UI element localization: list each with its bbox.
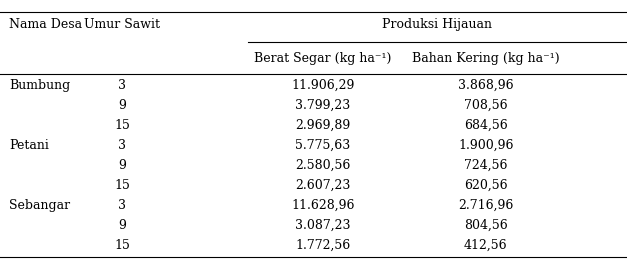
- Text: Bumbung: Bumbung: [9, 79, 71, 92]
- Text: 15: 15: [114, 119, 130, 132]
- Text: 15: 15: [114, 239, 130, 252]
- Text: 11.906,29: 11.906,29: [291, 79, 355, 92]
- Text: Umur Sawit: Umur Sawit: [84, 18, 161, 31]
- Text: 804,56: 804,56: [464, 219, 508, 232]
- Text: 620,56: 620,56: [464, 179, 508, 192]
- Text: 2.607,23: 2.607,23: [295, 179, 350, 192]
- Text: 15: 15: [114, 179, 130, 192]
- Text: 2.580,56: 2.580,56: [295, 159, 350, 172]
- Text: Nama Desa: Nama Desa: [9, 18, 83, 31]
- Text: 412,56: 412,56: [464, 239, 508, 252]
- Text: 3: 3: [119, 139, 126, 152]
- Text: Produksi Hijauan: Produksi Hijauan: [382, 18, 492, 31]
- Text: 9: 9: [119, 159, 126, 172]
- Text: Petani: Petani: [9, 139, 50, 152]
- Text: Berat Segar (kg ha⁻¹): Berat Segar (kg ha⁻¹): [254, 51, 392, 65]
- Text: 708,56: 708,56: [464, 99, 508, 112]
- Text: Sebangar: Sebangar: [9, 199, 70, 212]
- Text: 684,56: 684,56: [464, 119, 508, 132]
- Text: 9: 9: [119, 99, 126, 112]
- Text: 1.900,96: 1.900,96: [458, 139, 514, 152]
- Text: 3: 3: [119, 199, 126, 212]
- Text: 5.775,63: 5.775,63: [295, 139, 350, 152]
- Text: Bahan Kering (kg ha⁻¹): Bahan Kering (kg ha⁻¹): [412, 51, 560, 65]
- Text: 2.969,89: 2.969,89: [295, 119, 350, 132]
- Text: 2.716,96: 2.716,96: [458, 199, 514, 212]
- Text: 1.772,56: 1.772,56: [295, 239, 350, 252]
- Text: 724,56: 724,56: [464, 159, 508, 172]
- Text: 3: 3: [119, 79, 126, 92]
- Text: 3.087,23: 3.087,23: [295, 219, 350, 232]
- Text: 3.799,23: 3.799,23: [295, 99, 350, 112]
- Text: 11.628,96: 11.628,96: [291, 199, 355, 212]
- Text: 3.868,96: 3.868,96: [458, 79, 514, 92]
- Text: 9: 9: [119, 219, 126, 232]
